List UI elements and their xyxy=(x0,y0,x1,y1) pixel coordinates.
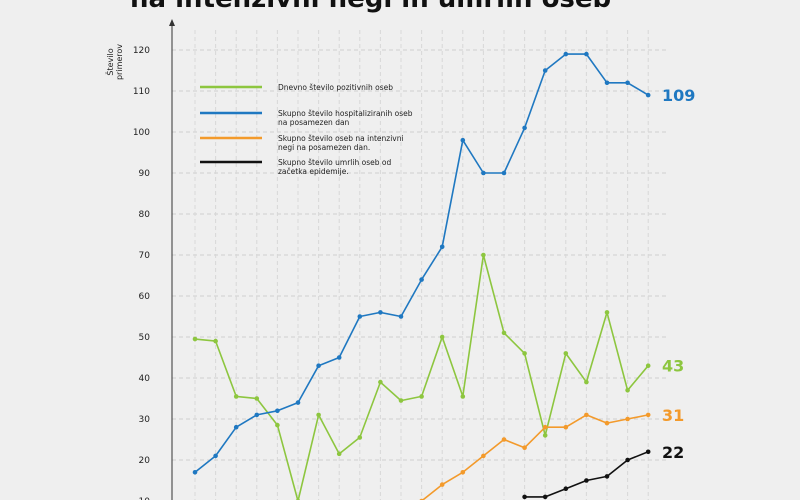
y-tick-label: 60 xyxy=(139,292,151,302)
data-point xyxy=(563,351,569,356)
data-point xyxy=(542,494,548,500)
data-point xyxy=(584,51,589,57)
data-point xyxy=(316,412,321,418)
y-tick-label: 20 xyxy=(139,456,151,466)
series-end-label: 31 xyxy=(662,406,684,425)
data-point xyxy=(460,470,466,475)
data-point xyxy=(275,422,280,428)
data-point xyxy=(336,451,342,457)
y-axis-label: Številoprimerov xyxy=(104,44,124,80)
legend-label: Skupno število umrlih oseb od začetka epi… xyxy=(278,158,391,176)
data-point xyxy=(460,137,466,143)
data-point xyxy=(625,457,630,463)
data-point xyxy=(192,470,198,475)
data-point xyxy=(439,244,445,250)
data-point xyxy=(645,92,651,98)
series-end-label: 109 xyxy=(662,86,695,105)
y-tick-label: 120 xyxy=(133,46,150,56)
data-point xyxy=(645,449,651,455)
data-point xyxy=(625,80,630,86)
data-point xyxy=(563,486,569,492)
data-point xyxy=(295,400,301,405)
y-tick-label: 100 xyxy=(133,128,150,138)
data-point xyxy=(563,424,569,430)
y-tick-label: 70 xyxy=(139,251,151,261)
data-point xyxy=(522,494,527,500)
data-point xyxy=(563,51,569,57)
data-point xyxy=(501,170,507,176)
series-lines xyxy=(192,51,651,500)
data-point xyxy=(192,336,198,342)
data-point xyxy=(254,412,260,418)
legend-label: Skupno število hospitaliziranih oseb na p… xyxy=(278,109,413,127)
data-point xyxy=(481,453,486,459)
data-point xyxy=(542,433,548,438)
data-point xyxy=(213,338,218,344)
data-point xyxy=(439,334,445,340)
data-point xyxy=(398,398,404,403)
data-point xyxy=(481,170,486,176)
data-point xyxy=(522,125,527,131)
series-end-label: 22 xyxy=(662,443,684,462)
data-point xyxy=(501,437,507,442)
data-point xyxy=(357,435,363,440)
data-point xyxy=(625,416,630,422)
data-point xyxy=(378,310,383,315)
grid xyxy=(172,30,668,500)
data-point xyxy=(254,396,260,401)
data-point xyxy=(275,408,280,414)
end-labels: 43 109 31 22 xyxy=(662,86,695,462)
data-point xyxy=(233,424,239,430)
data-point xyxy=(419,277,424,282)
data-point xyxy=(233,394,239,399)
data-point xyxy=(584,412,589,418)
data-point xyxy=(316,363,321,369)
y-axis: 10 20 30 40 50 60 70 80 90 100 110 120 Številoprimer… xyxy=(104,19,175,500)
data-point xyxy=(336,355,342,360)
legend-label: Skupno število oseb na intenzivni negi na… xyxy=(278,134,404,152)
data-point xyxy=(522,351,527,356)
data-point xyxy=(645,363,651,369)
data-point xyxy=(625,388,630,393)
data-point xyxy=(604,310,610,315)
data-point xyxy=(357,314,363,319)
y-tick-label: 30 xyxy=(139,415,151,425)
data-point xyxy=(645,412,651,418)
legend-label: Dnevno število pozitivnih oseb xyxy=(278,83,393,92)
data-point xyxy=(378,379,383,385)
data-point xyxy=(398,314,404,319)
y-tick-label: 50 xyxy=(139,333,151,343)
data-point xyxy=(542,68,548,73)
chart-title: na intenzivni negi in umrlih oseb xyxy=(130,0,611,14)
y-tick-label: 80 xyxy=(139,210,151,220)
y-tick-label: 90 xyxy=(139,169,151,179)
legend: Dnevno število pozitivnih oseb Skupno šte… xyxy=(200,83,413,176)
y-tick-label: 110 xyxy=(133,87,150,97)
series-end-label: 43 xyxy=(662,357,684,376)
data-point xyxy=(213,453,218,459)
data-point xyxy=(604,420,610,426)
y-tick-label: 40 xyxy=(139,374,151,384)
data-point xyxy=(542,424,548,430)
data-point xyxy=(584,478,589,483)
data-point xyxy=(481,252,486,258)
y-axis-arrow xyxy=(169,19,175,26)
data-point xyxy=(604,80,610,86)
y-tick-label: 10 xyxy=(139,497,151,500)
data-point xyxy=(584,379,589,385)
data-point xyxy=(501,330,507,336)
data-point xyxy=(460,394,466,399)
data-point xyxy=(419,394,424,399)
series-line-2 xyxy=(421,414,649,500)
data-point xyxy=(604,474,610,479)
data-point xyxy=(439,482,445,487)
data-point xyxy=(522,445,527,451)
